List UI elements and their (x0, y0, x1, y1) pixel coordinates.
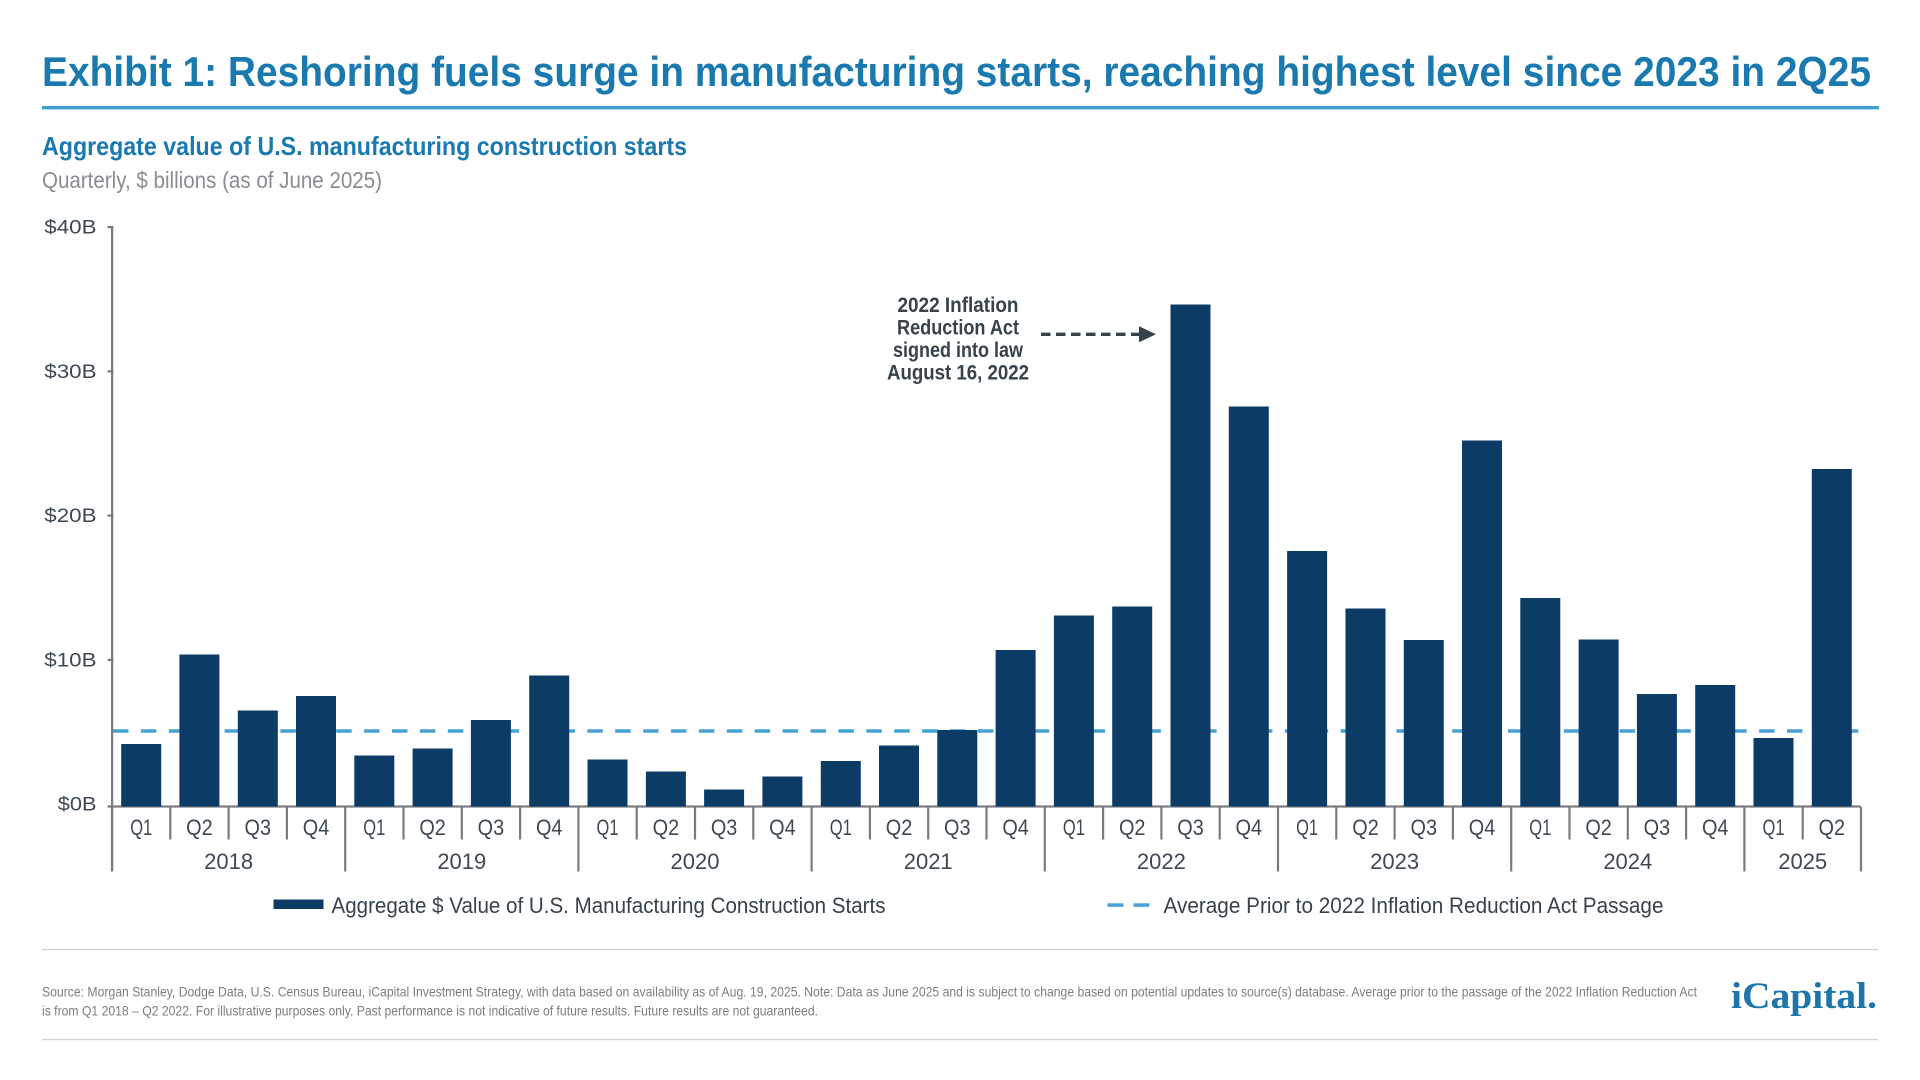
svg-text:Q1: Q1 (1296, 815, 1318, 840)
svg-text:signed into law: signed into law (893, 339, 1024, 362)
svg-text:Reduction Act: Reduction Act (897, 317, 1019, 340)
svg-text:August 16, 2022: August 16, 2022 (887, 362, 1029, 385)
svg-text:Q3: Q3 (245, 815, 272, 840)
svg-text:is from Q1 2018 – Q2 2022. For: is from Q1 2018 – Q2 2022. For illustrat… (42, 1003, 818, 1019)
svg-text:iCapital.: iCapital. (1731, 976, 1877, 1017)
svg-text:Aggregate $ Value of U.S. Manu: Aggregate $ Value of U.S. Manufacturing … (332, 893, 886, 918)
svg-text:Q2: Q2 (1352, 815, 1379, 840)
svg-text:Q2: Q2 (886, 815, 913, 840)
svg-text:2018: 2018 (204, 849, 253, 874)
svg-text:$40B: $40B (44, 218, 96, 239)
svg-text:2020: 2020 (671, 849, 720, 874)
svg-text:2023: 2023 (1370, 849, 1419, 874)
svg-text:Exhibit 1: Reshoring fuels sur: Exhibit 1: Reshoring fuels surge in manu… (42, 48, 1871, 95)
svg-text:Aggregate value of U.S. manufa: Aggregate value of U.S. manufacturing co… (42, 131, 687, 161)
svg-text:Quarterly, $ billions (as of J: Quarterly, $ billions (as of June 2025) (42, 167, 382, 193)
svg-text:Q3: Q3 (711, 815, 738, 840)
svg-text:Q4: Q4 (1002, 815, 1029, 840)
svg-text:Q3: Q3 (1644, 815, 1671, 840)
svg-text:2021: 2021 (904, 849, 953, 874)
svg-text:Q1: Q1 (1063, 815, 1085, 840)
svg-text:Source: Morgan Stanley, Dodge: Source: Morgan Stanley, Dodge Data, U.S.… (42, 984, 1697, 1000)
svg-text:$0B: $0B (58, 795, 97, 816)
svg-text:Q1: Q1 (130, 815, 152, 840)
svg-text:$20B: $20B (44, 506, 96, 527)
svg-text:Q1: Q1 (363, 815, 385, 840)
svg-text:Q4: Q4 (1469, 815, 1496, 840)
svg-text:Q2: Q2 (1119, 815, 1146, 840)
svg-text:2024: 2024 (1603, 849, 1652, 874)
svg-text:Q3: Q3 (944, 815, 971, 840)
svg-text:Q1: Q1 (1529, 815, 1551, 840)
svg-text:$30B: $30B (44, 362, 96, 383)
svg-text:Q2: Q2 (1819, 815, 1846, 840)
svg-text:Q1: Q1 (1763, 815, 1785, 840)
svg-text:Q3: Q3 (1177, 815, 1204, 840)
svg-text:2022: 2022 (1137, 849, 1186, 874)
svg-text:Q1: Q1 (830, 815, 852, 840)
svg-text:Q4: Q4 (1236, 815, 1263, 840)
svg-text:2025: 2025 (1778, 849, 1827, 874)
svg-text:Q2: Q2 (1585, 815, 1612, 840)
svg-text:Q4: Q4 (303, 815, 330, 840)
svg-text:Q2: Q2 (653, 815, 680, 840)
svg-text:Q1: Q1 (597, 815, 619, 840)
svg-text:Q3: Q3 (1411, 815, 1438, 840)
svg-text:Q4: Q4 (536, 815, 563, 840)
svg-text:2019: 2019 (437, 849, 486, 874)
svg-text:Q4: Q4 (769, 815, 796, 840)
svg-text:Q3: Q3 (478, 815, 505, 840)
svg-text:Q2: Q2 (186, 815, 213, 840)
svg-text:Q4: Q4 (1702, 815, 1729, 840)
svg-text:Q2: Q2 (419, 815, 446, 840)
svg-text:Average Prior to 2022 Inflatio: Average Prior to 2022 Inflation Reductio… (1164, 893, 1664, 918)
svg-text:2022 Inflation: 2022 Inflation (898, 294, 1019, 317)
svg-text:$10B: $10B (44, 650, 96, 671)
